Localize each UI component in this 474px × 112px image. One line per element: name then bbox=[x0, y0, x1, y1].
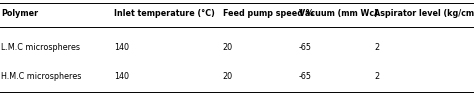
Text: Aspirator level (kg/cm2): Aspirator level (kg/cm2) bbox=[374, 9, 474, 18]
Text: Vacuum (mm Wc): Vacuum (mm Wc) bbox=[299, 9, 377, 18]
Text: Inlet temperature (°C): Inlet temperature (°C) bbox=[114, 9, 215, 18]
Text: -65: -65 bbox=[299, 72, 311, 81]
Text: -65: -65 bbox=[299, 43, 311, 52]
Text: 140: 140 bbox=[114, 43, 129, 52]
Text: Feed pump speed %: Feed pump speed % bbox=[223, 9, 313, 18]
Text: 20: 20 bbox=[223, 72, 233, 81]
Text: H.M.C microspheres: H.M.C microspheres bbox=[1, 72, 82, 81]
Text: Polymer: Polymer bbox=[1, 9, 38, 18]
Text: 2: 2 bbox=[374, 43, 380, 52]
Text: L.M.C microspheres: L.M.C microspheres bbox=[1, 43, 80, 52]
Text: 2: 2 bbox=[374, 72, 380, 81]
Text: 20: 20 bbox=[223, 43, 233, 52]
Text: 140: 140 bbox=[114, 72, 129, 81]
